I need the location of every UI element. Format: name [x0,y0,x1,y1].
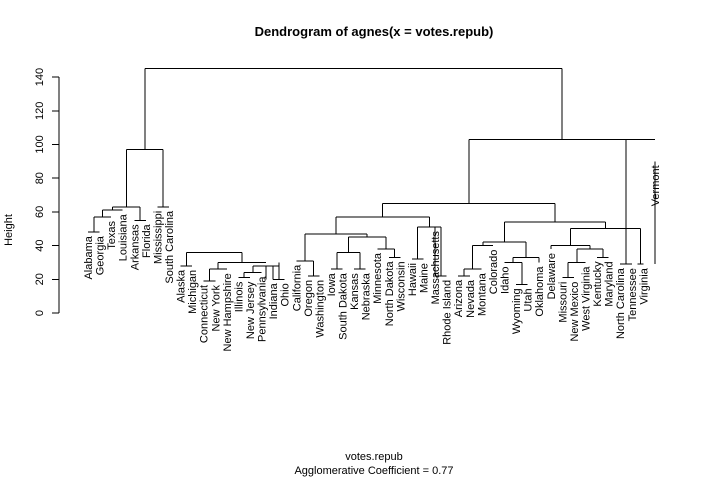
leaf-label: Tennessee [627,268,639,321]
leaf-label: Minnesota [372,252,384,304]
leaf-label: North Carolina [615,267,627,339]
leaf-label: Pennsylvania [257,276,269,342]
leaf-label: Oklahoma [534,266,546,317]
y-tick-label: 120 [34,102,46,120]
leaf-label: Iowa [326,272,338,296]
leaf-label: Oregon [303,280,315,317]
leaf-label: Florida [141,223,153,258]
y-tick-label: 80 [34,172,46,184]
leaf-label: Michigan [187,270,199,314]
leaf-label: California [291,264,303,311]
leaf-label: South Carolina [164,210,176,284]
leaf-label: Virginia [638,267,650,304]
leaf-label: Maryland [604,261,616,306]
leaf-label: Connecticut [199,285,211,343]
leaf-label: Rhode Island [442,280,454,345]
leaf-label: Utah [523,288,535,311]
leaf-label: Washington [314,280,326,338]
leaf-label: Colorado [488,250,500,295]
leaf-label: South Dakota [338,272,350,340]
leaf-label: Indiana [268,282,280,319]
leaf-label: Ohio [280,283,292,306]
leaf-label: Montana [476,272,488,316]
y-tick-label: 140 [34,68,46,86]
leaf-label: Idaho [500,266,512,294]
dendrogram-tree [88,68,656,285]
y-tick-label: 40 [34,239,46,251]
leaf-label: Missouri [557,282,569,323]
leaf-label: New Mexico [569,282,581,342]
leaf-label: Alaska [176,269,188,303]
leaf-label: Wyoming [511,288,523,334]
leaf-label: New Hampshire [222,273,234,351]
leaf-label: Arizona [453,279,465,317]
y-tick-label: 100 [34,135,46,153]
leaf-label: Vermont [650,165,662,206]
y-tick-label: 60 [34,206,46,218]
leaf-label: Mississippi [152,211,164,264]
leaf-label: New York [210,284,222,331]
chart-title: Dendrogram of agnes(x = votes.repub) [255,24,494,39]
leaf-label: North Dakota [384,261,396,327]
leaf-label: Nebraska [361,272,373,320]
leaf-label: Kentucky [592,261,604,307]
leaf-label: Alabama [83,235,95,279]
leaf-label: Delaware [546,253,558,299]
leaf-label: Arkansas [129,224,141,270]
y-axis: 0 20 40 60 80 100 120 140 [34,68,60,316]
y-tick-label: 20 [34,273,46,285]
agglomerative-coefficient-label: Agglomerative Coefficient = 0.77 [294,465,453,477]
leaf-label: Illinois [233,281,245,312]
leaf-label: Kansas [349,273,361,310]
x-axis-label: votes.repub [345,451,402,463]
leaf-label: West Virginia [581,266,593,331]
leaf-label: Louisiana [118,213,130,261]
leaf-label: Georgia [95,235,107,275]
leaf-label: Wisconsin [395,261,407,311]
leaf-label: Nevada [465,279,477,318]
leaf-label: Massachusetts [430,231,442,305]
leaf-label: Maine [419,263,431,293]
leaf-label: Hawaii [407,263,419,296]
y-axis-label: Height [3,214,15,246]
y-tick-label: 0 [34,310,46,316]
leaf-label: New Jersey [245,281,257,339]
leaf-label: Texas [106,220,118,249]
